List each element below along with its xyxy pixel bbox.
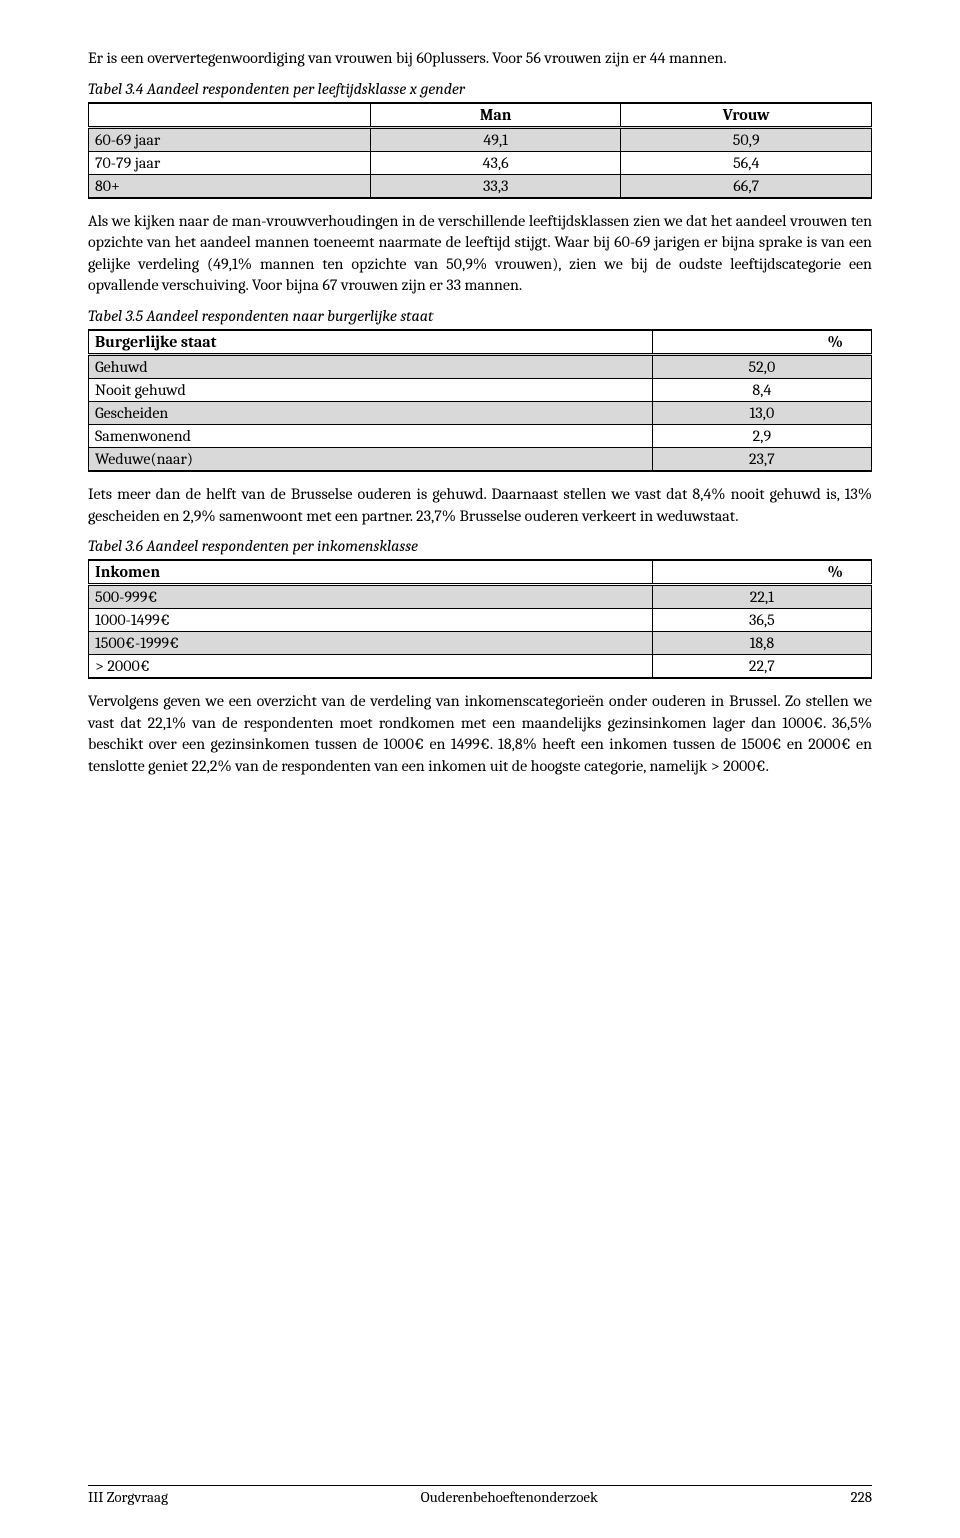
table34-head-blank: [89, 103, 371, 128]
table35-head-label: Burgerlijke staat: [89, 330, 653, 355]
cell-pct: 2,9: [652, 424, 871, 447]
cell-label: Weduwe(naar): [89, 447, 653, 471]
cell-pct: 23,7: [652, 447, 871, 471]
cell-label: Nooit gehuwd: [89, 378, 653, 401]
cell-vrouw: 50,9: [621, 127, 872, 151]
cell-label: 1500€-1999€: [89, 632, 653, 655]
cell-label: 500-999€: [89, 585, 653, 609]
table36: Inkomen % 500-999€22,11000-1499€36,51500…: [88, 559, 872, 679]
cell-pct: 8,4: [652, 378, 871, 401]
cell-man: 43,6: [370, 151, 621, 174]
cell-man: 33,3: [370, 174, 621, 198]
cell-pct: 13,0: [652, 401, 871, 424]
cell-vrouw: 66,7: [621, 174, 872, 198]
table36-head-pct: %: [652, 560, 871, 585]
cell-pct: 22,7: [652, 655, 871, 679]
table34-head-vrouw: Vrouw: [621, 103, 872, 128]
footer-left: III Zorgvraag: [88, 1488, 168, 1506]
table-row: 80+33,366,7: [89, 174, 872, 198]
cell-label: 80+: [89, 174, 371, 198]
para-after-34: Als we kijken naar de man-vrouwverhoudin…: [88, 211, 872, 297]
para-after-36: Vervolgens geven we een overzicht van de…: [88, 691, 872, 777]
cell-label: Samenwonend: [89, 424, 653, 447]
table-row: 500-999€22,1: [89, 585, 872, 609]
table-row: 70-79 jaar43,656,4: [89, 151, 872, 174]
para-after-35: Iets meer dan de helft van de Brusselse …: [88, 484, 872, 527]
table34: Man Vrouw 60-69 jaar49,150,970-79 jaar43…: [88, 102, 872, 199]
page-footer: III Zorgvraag Ouderenbehoeftenonderzoek …: [88, 1485, 872, 1506]
table-row: 1500€-1999€18,8: [89, 632, 872, 655]
cell-label: 60-69 jaar: [89, 127, 371, 151]
cell-label: Gehuwd: [89, 354, 653, 378]
table36-head-label: Inkomen: [89, 560, 653, 585]
table-row: > 2000€22,7: [89, 655, 872, 679]
table-row: Gescheiden13,0: [89, 401, 872, 424]
cell-man: 49,1: [370, 127, 621, 151]
page: Er is een oververtegenwoordiging van vro…: [0, 0, 960, 1538]
table35-body: Gehuwd52,0Nooit gehuwd8,4Gescheiden13,0S…: [89, 354, 872, 471]
table-row: Weduwe(naar)23,7: [89, 447, 872, 471]
cell-label: 70-79 jaar: [89, 151, 371, 174]
table-row: 1000-1499€36,5: [89, 609, 872, 632]
table35: Burgerlijke staat % Gehuwd52,0Nooit gehu…: [88, 329, 872, 472]
table36-body: 500-999€22,11000-1499€36,51500€-1999€18,…: [89, 585, 872, 679]
table-row: Samenwonend2,9: [89, 424, 872, 447]
table-row: Gehuwd52,0: [89, 354, 872, 378]
footer-right: 228: [851, 1488, 872, 1506]
table34-body: 60-69 jaar49,150,970-79 jaar43,656,480+3…: [89, 127, 872, 198]
cell-pct: 18,8: [652, 632, 871, 655]
cell-pct: 52,0: [652, 354, 871, 378]
table-row: Nooit gehuwd8,4: [89, 378, 872, 401]
table35-caption: Tabel 3.5 Aandeel respondenten naar burg…: [88, 307, 872, 325]
footer-center: Ouderenbehoeftenonderzoek: [421, 1488, 598, 1506]
table34-head-man: Man: [370, 103, 621, 128]
cell-label: > 2000€: [89, 655, 653, 679]
cell-vrouw: 56,4: [621, 151, 872, 174]
table34-caption: Tabel 3.4 Aandeel respondenten per leeft…: [88, 80, 872, 98]
cell-pct: 22,1: [652, 585, 871, 609]
table35-head-pct: %: [652, 330, 871, 355]
cell-label: 1000-1499€: [89, 609, 653, 632]
intro-paragraph: Er is een oververtegenwoordiging van vro…: [88, 48, 872, 70]
table-row: 60-69 jaar49,150,9: [89, 127, 872, 151]
cell-pct: 36,5: [652, 609, 871, 632]
table36-caption: Tabel 3.6 Aandeel respondenten per inkom…: [88, 537, 872, 555]
cell-label: Gescheiden: [89, 401, 653, 424]
